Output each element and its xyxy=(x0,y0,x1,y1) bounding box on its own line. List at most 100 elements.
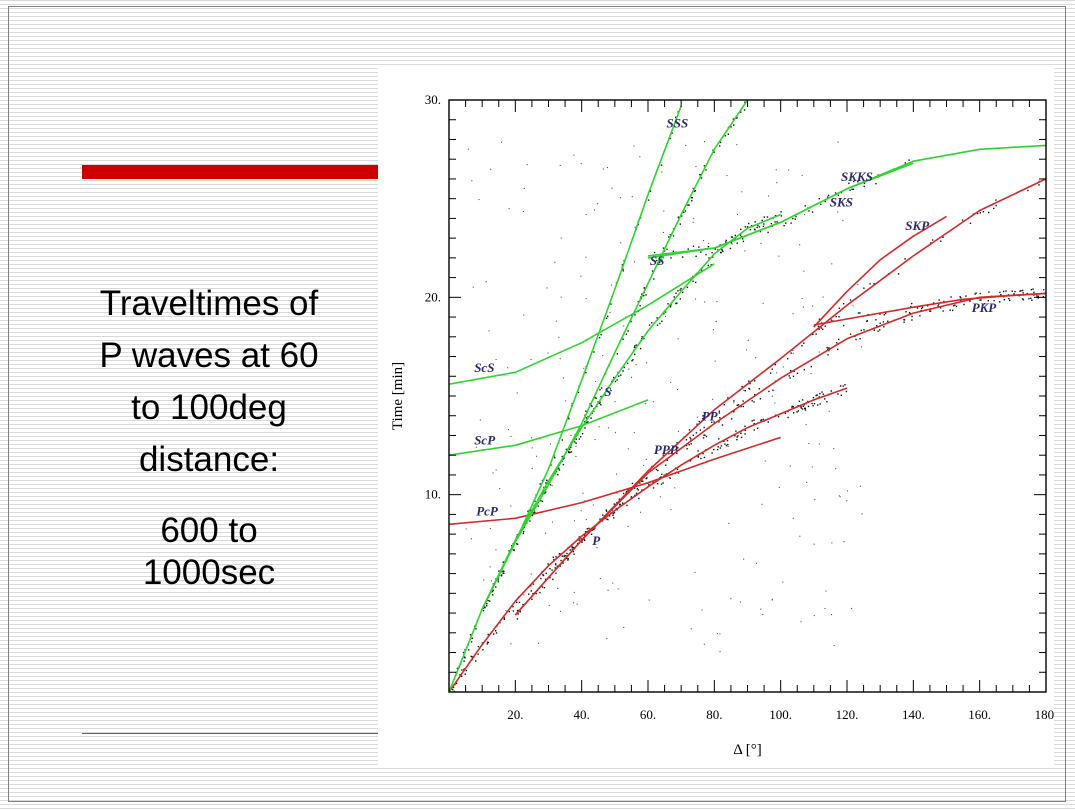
data-point xyxy=(695,256,696,257)
data-point xyxy=(799,244,800,245)
data-point xyxy=(606,509,607,510)
data-point xyxy=(682,256,683,257)
data-point xyxy=(847,490,848,491)
data-point xyxy=(824,608,825,609)
data-point xyxy=(493,590,494,591)
data-point xyxy=(608,590,609,591)
data-point xyxy=(496,470,497,471)
data-point xyxy=(550,443,551,444)
data-point xyxy=(646,362,647,363)
data-point xyxy=(694,191,695,192)
data-point xyxy=(733,400,734,401)
data-point xyxy=(760,398,761,399)
data-point xyxy=(719,411,720,412)
data-point xyxy=(787,358,788,359)
series-line-pp xyxy=(515,293,1046,615)
data-point xyxy=(693,246,694,247)
data-point xyxy=(663,211,664,212)
data-point xyxy=(793,376,794,377)
phase-labels: PPPPPPPcPPKPSKPSSSSSSScSScPSKSSKKS xyxy=(474,116,997,548)
data-point xyxy=(771,223,772,224)
data-point xyxy=(767,232,768,233)
data-point xyxy=(763,419,764,420)
data-point xyxy=(795,216,796,217)
data-point xyxy=(618,376,619,377)
data-point xyxy=(731,236,732,237)
data-point xyxy=(688,204,689,205)
data-point xyxy=(827,354,828,355)
data-point xyxy=(638,498,639,499)
data-point xyxy=(491,580,492,581)
data-point xyxy=(843,385,844,386)
data-point xyxy=(736,439,737,440)
data-point xyxy=(805,409,806,410)
data-point xyxy=(774,402,775,403)
x-axis-label: Δ [°] xyxy=(733,742,762,758)
data-point xyxy=(842,220,843,221)
data-point xyxy=(670,382,671,383)
data-point xyxy=(501,142,502,143)
data-point xyxy=(1043,289,1044,290)
data-point xyxy=(858,312,859,313)
data-point xyxy=(804,369,805,370)
data-point xyxy=(762,220,763,221)
data-point xyxy=(970,223,971,224)
data-point xyxy=(482,649,483,650)
data-point xyxy=(587,528,588,529)
data-point xyxy=(711,252,712,253)
data-point xyxy=(792,218,793,219)
data-point xyxy=(639,305,640,306)
data-point xyxy=(811,366,812,367)
data-point xyxy=(619,504,620,505)
data-point xyxy=(648,199,649,200)
data-point xyxy=(645,403,646,404)
data-point xyxy=(657,483,658,484)
data-point xyxy=(554,457,555,458)
data-point xyxy=(726,175,727,176)
data-point xyxy=(531,590,532,591)
data-point xyxy=(557,588,558,589)
data-point xyxy=(717,449,718,450)
data-point xyxy=(762,84,763,85)
data-point xyxy=(703,240,704,241)
data-point xyxy=(743,241,744,242)
data-point xyxy=(623,493,624,494)
data-point xyxy=(715,361,716,362)
data-point xyxy=(523,531,524,532)
data-point xyxy=(628,526,629,527)
data-point xyxy=(475,660,476,661)
data-point xyxy=(620,242,621,243)
data-point xyxy=(572,547,573,548)
data-point xyxy=(603,169,604,170)
data-point xyxy=(748,223,749,224)
data-point xyxy=(793,353,794,354)
data-point xyxy=(555,573,556,574)
data-point xyxy=(748,340,749,341)
data-point xyxy=(573,602,574,603)
data-point xyxy=(795,219,796,220)
data-point xyxy=(962,219,963,220)
data-point xyxy=(529,520,530,521)
data-point xyxy=(599,337,600,338)
data-point xyxy=(606,638,607,639)
data-point xyxy=(728,446,729,447)
data-point xyxy=(560,611,561,612)
data-point xyxy=(584,427,585,428)
data-point xyxy=(503,573,504,574)
data-point xyxy=(562,556,563,557)
data-point xyxy=(838,339,839,340)
data-point xyxy=(575,446,576,447)
data-point xyxy=(552,579,553,580)
data-point xyxy=(857,284,858,285)
data-point xyxy=(508,429,509,430)
data-point xyxy=(495,630,496,631)
data-point xyxy=(904,258,905,259)
data-point xyxy=(719,412,720,413)
data-point xyxy=(611,285,612,286)
data-point xyxy=(692,281,693,282)
data-point xyxy=(565,400,566,401)
data-point xyxy=(1038,296,1039,297)
data-point xyxy=(571,435,572,436)
data-point xyxy=(452,689,453,690)
data-point xyxy=(688,248,689,249)
